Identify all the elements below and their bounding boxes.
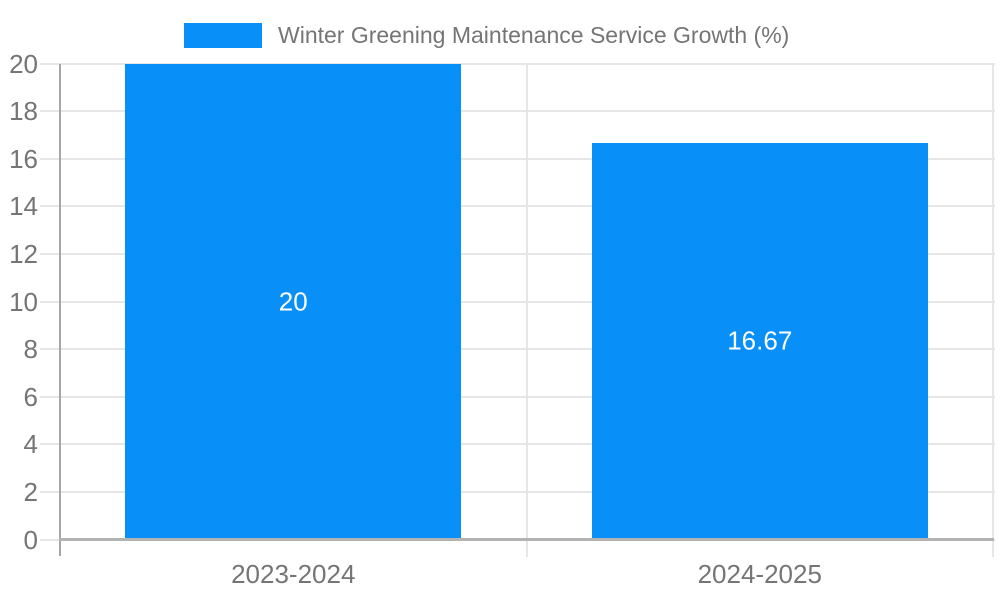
y-gridline <box>40 395 995 398</box>
x-axis-line <box>59 538 994 541</box>
category-divider-gridline <box>992 63 994 557</box>
bar <box>125 63 462 540</box>
y-axis-line <box>59 63 61 556</box>
x-tick-label: 2024-2025 <box>697 559 822 589</box>
y-tick-label: 16 <box>9 143 38 174</box>
y-gridline <box>40 300 995 303</box>
legend-label: Winter Greening Maintenance Service Grow… <box>278 22 790 48</box>
y-gridline <box>40 490 995 493</box>
y-tick-label: 0 <box>23 524 38 555</box>
y-tick-label: 8 <box>23 334 38 365</box>
bar <box>591 142 928 540</box>
y-tick-label: 4 <box>23 429 38 460</box>
y-gridline <box>40 62 995 65</box>
y-tick-label: 12 <box>9 238 38 269</box>
legend-swatch <box>184 23 262 48</box>
y-gridline <box>40 205 995 208</box>
bar-value-label: 20 <box>278 286 308 316</box>
category-divider-gridline <box>525 63 528 557</box>
y-gridline <box>40 110 995 113</box>
y-gridline <box>40 348 995 351</box>
y-tick-label: 14 <box>9 191 38 222</box>
y-tick-label: 20 <box>9 48 38 79</box>
y-tick-label: 6 <box>23 381 38 412</box>
y-gridline <box>40 252 995 255</box>
y-gridline <box>40 443 995 446</box>
x-tick-label: 2023-2024 <box>231 559 356 589</box>
y-tick-label: 18 <box>9 96 38 127</box>
y-tick-label: 10 <box>9 286 38 317</box>
chart-legend: Winter Greening Maintenance Service Grow… <box>184 20 789 51</box>
y-gridline <box>40 157 995 160</box>
bar-value-label: 16.67 <box>727 325 793 356</box>
y-tick-label: 2 <box>23 476 38 507</box>
